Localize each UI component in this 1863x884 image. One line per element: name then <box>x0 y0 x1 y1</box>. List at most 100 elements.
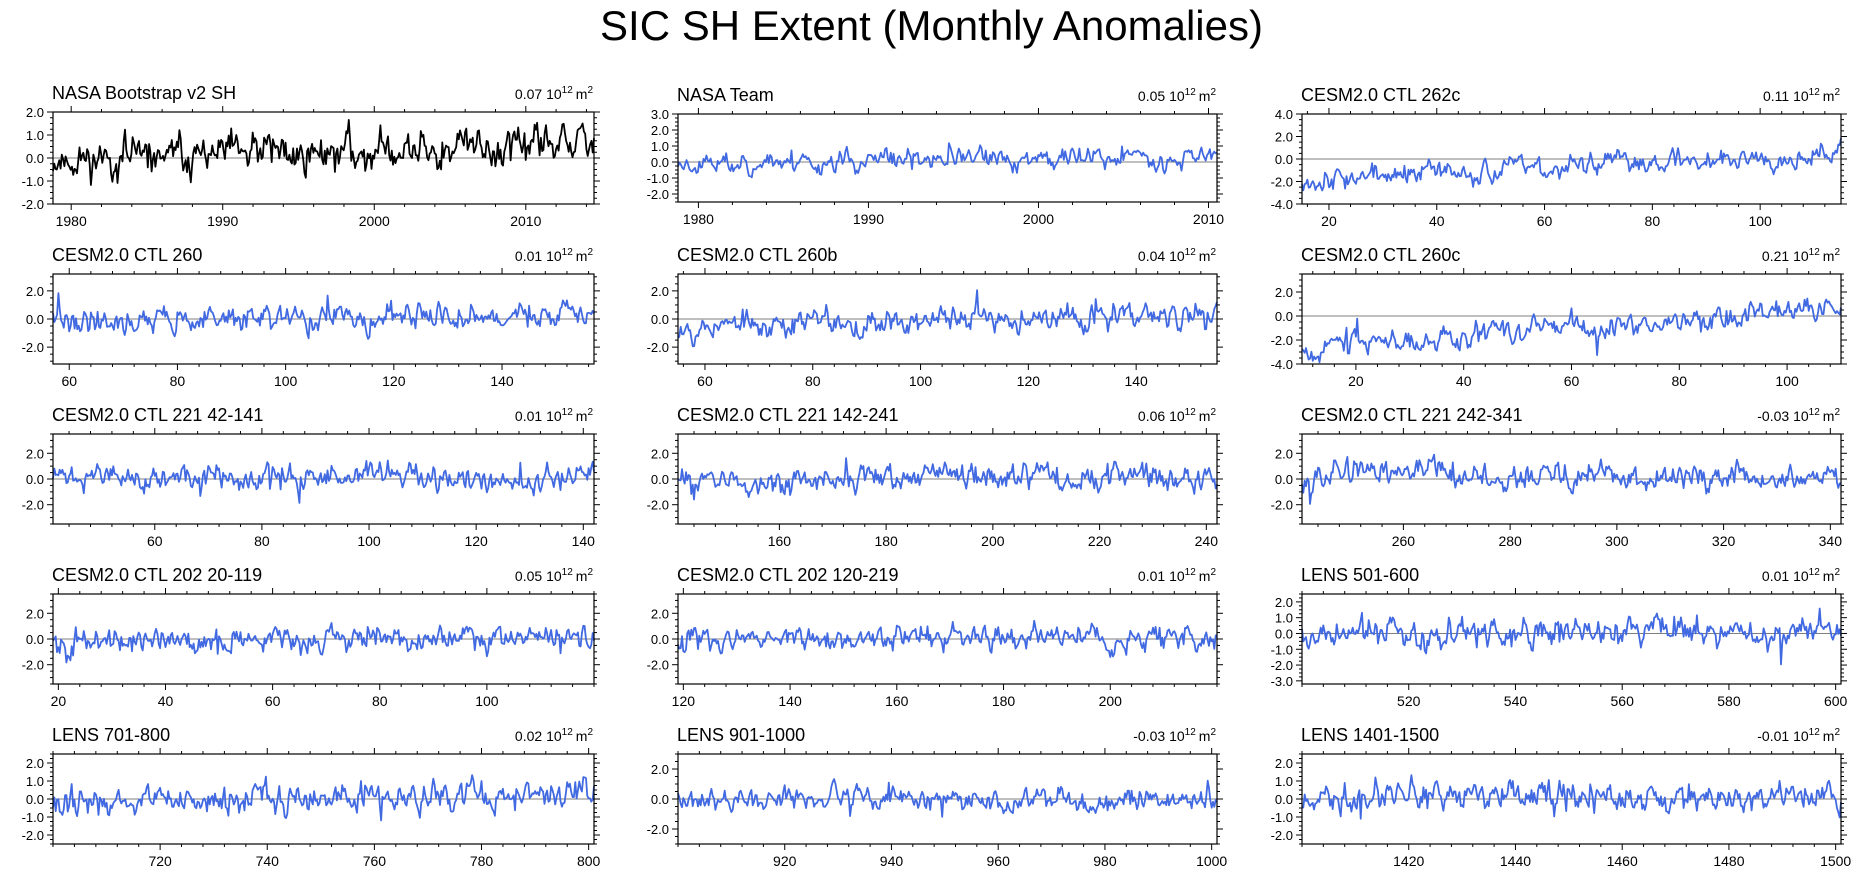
x-tick-label: 960 <box>987 853 1011 869</box>
x-tick-label: 60 <box>1564 373 1580 389</box>
trend-label: -0.03 1012 m2 <box>1133 727 1216 744</box>
y-tick-label: 1.0 <box>1275 774 1293 789</box>
x-tick-label: 2000 <box>1023 211 1054 227</box>
trend-unit-sup: 2 <box>1834 247 1840 258</box>
x-tick-label: 100 <box>1748 213 1772 229</box>
x-tick-label: 280 <box>1498 533 1522 549</box>
trend-label: -0.01 1012 m2 <box>1757 727 1840 744</box>
trend-label: 0.07 1012 m2 <box>515 85 594 102</box>
x-tick-label: 80 <box>170 373 186 389</box>
x-tick-label: 100 <box>1775 373 1799 389</box>
trend-unit-exp: 12 <box>562 727 574 738</box>
y-tick-label: 0.0 <box>1275 626 1293 641</box>
trend-unit-base: 10 <box>1169 248 1185 264</box>
trend-label: 0.01 1012 m2 <box>515 407 594 424</box>
data-series-line <box>1301 297 1842 364</box>
y-tick-label: 1.0 <box>26 128 44 143</box>
x-tick-label: 180 <box>992 693 1016 709</box>
panel-title: NASA Bootstrap v2 SH <box>52 83 236 103</box>
trend-label: 0.05 1012 m2 <box>515 567 594 584</box>
y-tick-label: 2.0 <box>26 284 44 299</box>
x-tick-label: 1420 <box>1393 853 1424 869</box>
x-tick-label: 40 <box>158 693 174 709</box>
chart-panel: 260 280 300 320 340 2.0 0.0 -2.0 CESM2.0 CTL 221… <box>1271 405 1847 549</box>
x-tick-label: 540 <box>1504 693 1528 709</box>
x-tick-label: 60 <box>147 533 163 549</box>
y-tick-label: 0.0 <box>26 151 44 166</box>
y-tick-label: 2.0 <box>651 606 669 621</box>
data-series-line <box>677 619 1218 658</box>
trend-unit-exp: 12 <box>1185 407 1197 418</box>
trend-unit-suffix: m <box>1199 88 1211 104</box>
x-tick-label: 600 <box>1824 693 1848 709</box>
y-tick-label: 0.0 <box>1275 309 1293 324</box>
chart-panel: 720 740 760 780 800 2.0 1.0 0.0 -1.0 -2.0 LENS 701… <box>22 725 601 869</box>
trend-unit-base: 10 <box>1793 568 1809 584</box>
y-tick-label: 1.0 <box>26 774 44 789</box>
trend-unit-base: 10 <box>1169 408 1185 424</box>
trend-trend: 0.01 <box>1138 568 1165 584</box>
x-tick-label: 200 <box>1099 693 1123 709</box>
trend-label: 0.01 1012 m2 <box>1762 567 1841 584</box>
y-tick-label: -2.0 <box>647 498 669 513</box>
y-tick-label: -2.0 <box>22 658 44 673</box>
y-tick-label: 0.0 <box>651 632 669 647</box>
trend-label: 0.21 1012 m2 <box>1762 247 1841 264</box>
trend-trend: 0.21 <box>1762 248 1789 264</box>
y-tick-label: -2.0 <box>1271 658 1293 673</box>
data-series-line <box>1301 607 1842 666</box>
y-tick-label: -2.0 <box>1271 498 1293 513</box>
x-tick-label: 260 <box>1392 533 1416 549</box>
y-tick-label: 2.0 <box>1275 285 1293 300</box>
y-tick-label: 0.0 <box>26 312 44 327</box>
y-tick-label: 2.0 <box>26 756 44 771</box>
panel-title: CESM2.0 CTL 202 20-119 <box>52 565 262 585</box>
data-series-line <box>1301 137 1842 192</box>
trend-unit-suffix: m <box>1823 88 1835 104</box>
trend-unit-base: 10 <box>1793 408 1809 424</box>
x-tick-label: 140 <box>778 693 802 709</box>
chart-panel: 120 140 160 180 200 2.0 0.0 -2.0 CESM2.0 CTL 202… <box>647 565 1223 709</box>
x-tick-label: 320 <box>1712 533 1736 549</box>
y-tick-label: 0.0 <box>26 472 44 487</box>
x-tick-label: 20 <box>1348 373 1364 389</box>
trend-unit-sup: 2 <box>1834 567 1840 578</box>
trend-unit-exp: 12 <box>1185 727 1197 738</box>
panel-title: LENS 901-1000 <box>677 725 805 745</box>
trend-unit-sup: 2 <box>1210 247 1216 258</box>
y-tick-label: -2.0 <box>647 822 669 837</box>
panel-title: CESM2.0 CTL 260c <box>1301 245 1460 265</box>
x-tick-label: 180 <box>874 533 898 549</box>
trend-trend: 0.11 <box>1763 88 1789 104</box>
y-tick-label: 2.0 <box>26 446 44 461</box>
y-tick-label: -2.0 <box>647 658 669 673</box>
x-tick-label: 340 <box>1819 533 1843 549</box>
trend-unit-suffix: m <box>1823 568 1835 584</box>
trend-trend: 0.01 <box>1762 568 1789 584</box>
x-tick-label: 2010 <box>1193 211 1224 227</box>
y-tick-label: 0.0 <box>1275 472 1293 487</box>
trend-unit-exp: 12 <box>1809 87 1821 98</box>
trend-label: 0.01 1012 m2 <box>1138 567 1217 584</box>
x-tick-label: 140 <box>1124 373 1148 389</box>
x-tick-label: 800 <box>577 853 601 869</box>
x-tick-label: 1990 <box>853 211 884 227</box>
trend-unit-sup: 2 <box>1834 727 1840 738</box>
y-tick-label: -2.0 <box>1271 175 1293 190</box>
x-tick-label: 200 <box>981 533 1005 549</box>
trend-unit-sup: 2 <box>1210 407 1216 418</box>
x-tick-label: 100 <box>475 693 499 709</box>
x-tick-label: 100 <box>357 533 381 549</box>
trend-unit-base: 10 <box>546 86 562 102</box>
chart-panel: 20 40 60 80 100 4.0 2.0 0.0 -2.0 -4.0 CESM2.0 CTL … <box>1271 85 1847 229</box>
y-tick-label: 0.0 <box>1275 152 1293 167</box>
panel-title: CESM2.0 CTL 221 42-141 <box>52 405 263 425</box>
trend-unit-exp: 12 <box>562 407 574 418</box>
x-tick-label: 80 <box>805 373 821 389</box>
chart-panel: 1420 1440 1460 1480 1500 2.0 1.0 0.0 -1.0 -2.0 LEN… <box>1271 725 1852 869</box>
trend-unit-suffix: m <box>1823 248 1835 264</box>
panel-title: LENS 701-800 <box>52 725 170 745</box>
y-tick-label: -1.0 <box>22 810 44 825</box>
trend-trend: 0.04 <box>1138 248 1165 264</box>
x-tick-label: 20 <box>51 693 67 709</box>
